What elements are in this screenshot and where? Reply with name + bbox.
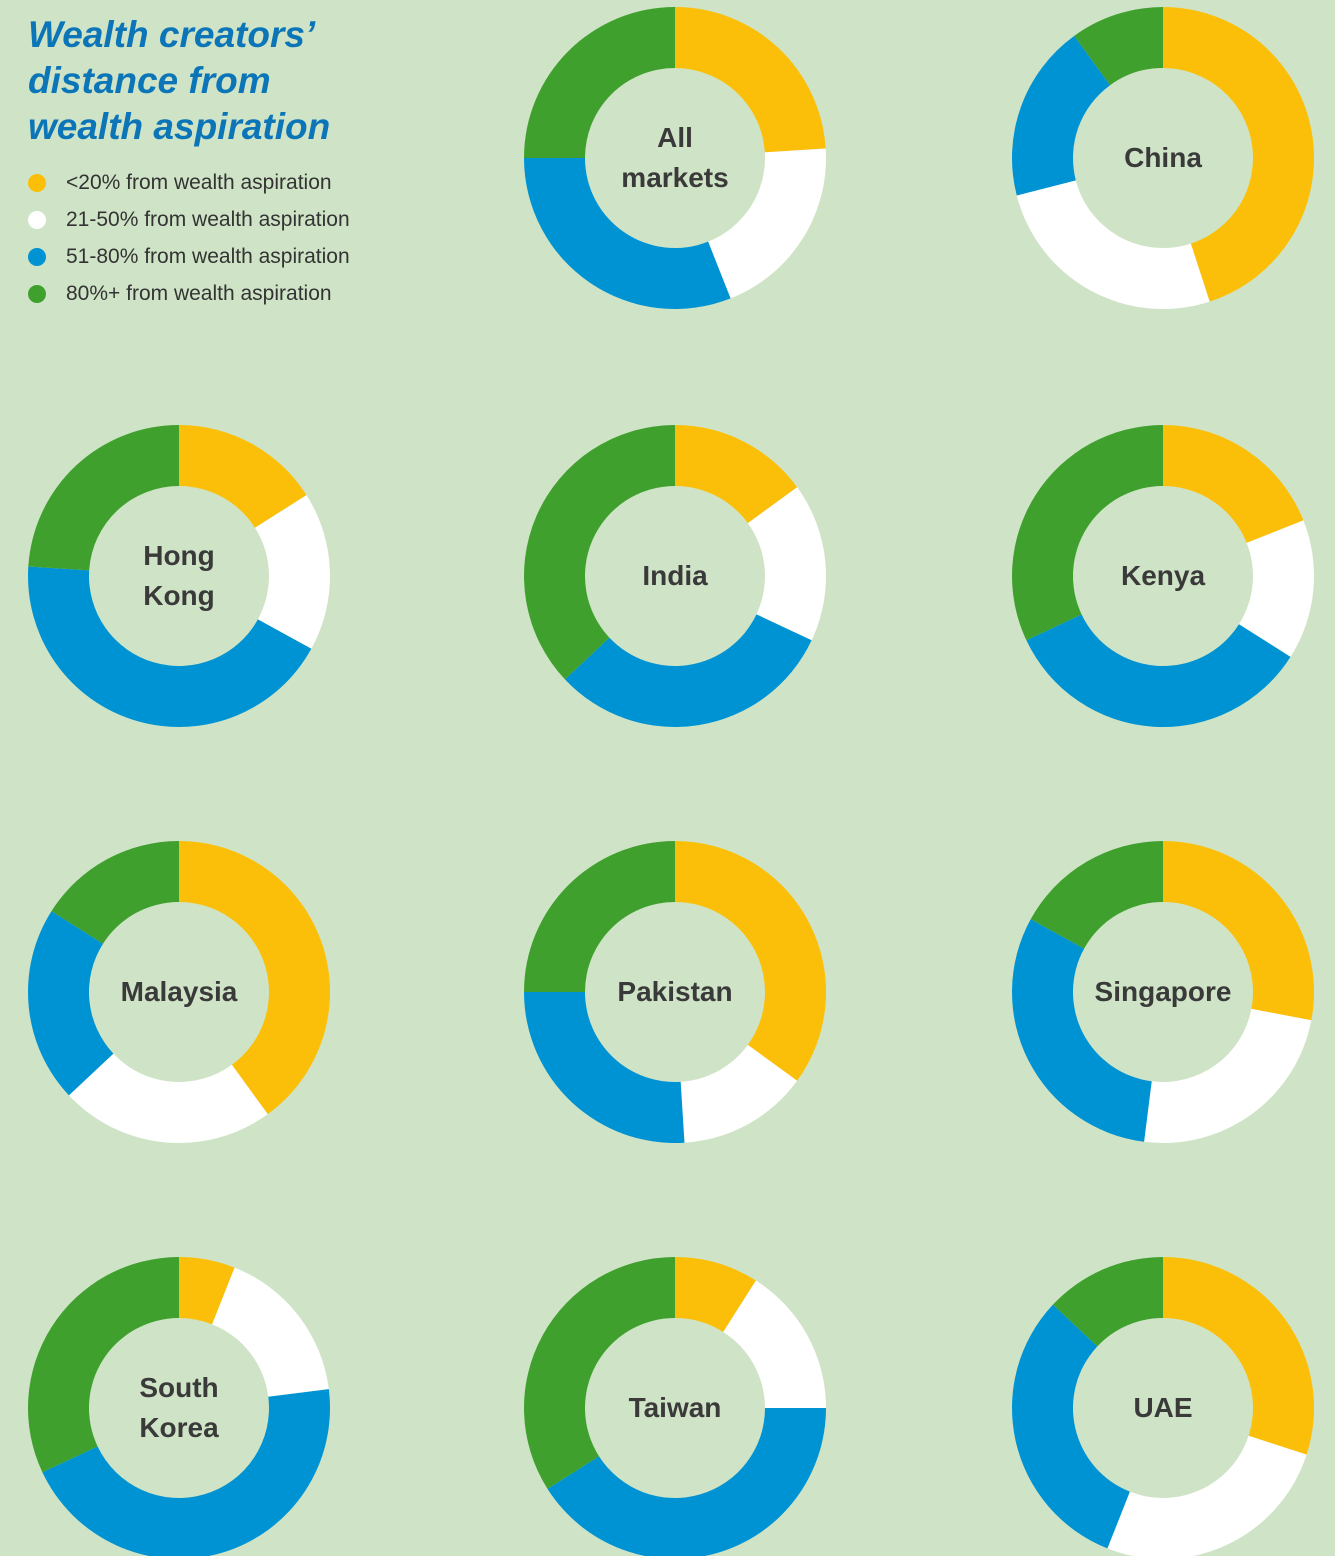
donut-segment bbox=[523, 425, 675, 680]
donut-label: UAE bbox=[1133, 1392, 1193, 1423]
donut-segment bbox=[1011, 425, 1163, 641]
donut-segment bbox=[212, 1267, 329, 1397]
donut-segment bbox=[524, 992, 685, 1143]
donut-segment bbox=[51, 840, 179, 944]
donut-label: All markets bbox=[621, 122, 729, 193]
donut-segment bbox=[179, 841, 331, 1115]
donut-segment bbox=[547, 1408, 826, 1556]
legend-swatch bbox=[28, 248, 46, 266]
donut-segment bbox=[564, 614, 812, 728]
donut-segment bbox=[1052, 1257, 1163, 1347]
legend-swatch bbox=[28, 211, 46, 229]
legend-swatch bbox=[28, 285, 46, 303]
legend-swatch bbox=[28, 174, 46, 192]
donut-segment bbox=[1163, 7, 1315, 302]
donut-segment bbox=[723, 1280, 826, 1408]
donut-segment bbox=[1163, 841, 1314, 1021]
donut-segment bbox=[524, 7, 675, 158]
donut-label: China bbox=[1124, 142, 1202, 173]
donut-label: Singapore bbox=[1094, 976, 1232, 1007]
donut-segment bbox=[42, 1389, 330, 1556]
legend-label: 21-50% from wealth aspiration bbox=[66, 208, 350, 231]
donut-segment bbox=[254, 495, 330, 649]
donut-label: South Korea bbox=[139, 1372, 219, 1443]
donut-segment bbox=[680, 1044, 798, 1143]
donut-segment bbox=[1012, 919, 1152, 1142]
donut-label: Kenya bbox=[1120, 560, 1206, 591]
donut-segment bbox=[1144, 1008, 1312, 1144]
donut-segment bbox=[524, 1257, 675, 1489]
donut-segment bbox=[1012, 1304, 1130, 1549]
donut-segment bbox=[179, 425, 307, 528]
title: Wealth creators’ distance from wealth as… bbox=[28, 14, 331, 147]
donut-segment bbox=[68, 1053, 268, 1143]
donut-segment bbox=[675, 840, 827, 1081]
donut-segment bbox=[675, 1257, 756, 1333]
donut-segment bbox=[708, 148, 826, 299]
donut-segment bbox=[27, 1257, 179, 1473]
donut-segment bbox=[1026, 614, 1291, 727]
donut-segment bbox=[1107, 1435, 1307, 1556]
donut-segment bbox=[675, 7, 826, 153]
donut-segment bbox=[28, 911, 114, 1096]
legend-label: 51-80% from wealth aspiration bbox=[66, 245, 350, 268]
donut-segment bbox=[675, 425, 798, 524]
donut-segment bbox=[1074, 7, 1163, 86]
legend-label: <20% from wealth aspiration bbox=[66, 171, 332, 194]
donut-segment bbox=[524, 841, 675, 992]
donut-segment bbox=[1016, 180, 1210, 309]
donut-segment bbox=[27, 566, 312, 727]
donut-label: Pakistan bbox=[617, 976, 733, 1007]
donut-label: Hong Kong bbox=[143, 540, 215, 611]
donut-segment bbox=[747, 487, 827, 641]
donut-label: Malaysia bbox=[120, 976, 238, 1007]
donut-segment bbox=[1163, 425, 1304, 543]
donut-segment bbox=[1238, 520, 1314, 657]
donut-segment bbox=[179, 1257, 235, 1325]
donut-segment bbox=[1030, 841, 1163, 949]
donut-segment bbox=[524, 158, 731, 310]
donut-segment bbox=[1163, 1257, 1314, 1455]
donut-segment bbox=[1012, 35, 1111, 196]
donut-segment bbox=[28, 425, 180, 571]
donut-label: India bbox=[642, 560, 708, 591]
donut-label: Taiwan bbox=[628, 1392, 722, 1423]
legend-label: 80%+ from wealth aspiration bbox=[66, 282, 332, 305]
